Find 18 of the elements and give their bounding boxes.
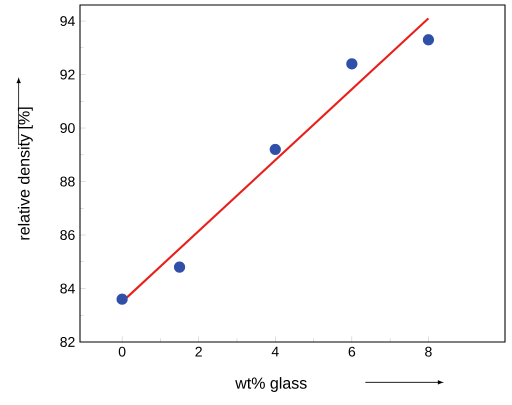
point [346,58,358,70]
y-tick-label: 88 [60,176,75,186]
point [174,262,186,273]
y-tick-label: 86 [60,230,75,240]
x-tick-label: 0 [118,346,126,357]
y-tick-label: 82 [60,337,75,347]
y-tick-label: 94 [60,16,75,26]
point [116,294,128,305]
x-tick-label: 6 [348,346,356,357]
x-tick-label: 2 [196,346,202,356]
point [422,34,434,46]
y-tick-label: 92 [60,70,75,80]
x-axis-title: wt% glass [235,377,307,392]
y-tick-label: 90 [60,123,75,133]
x-tick-label: 4 [272,346,279,356]
x-tick-label: 8 [425,346,432,357]
y-tick-label: 84 [60,284,75,294]
point [270,144,281,156]
